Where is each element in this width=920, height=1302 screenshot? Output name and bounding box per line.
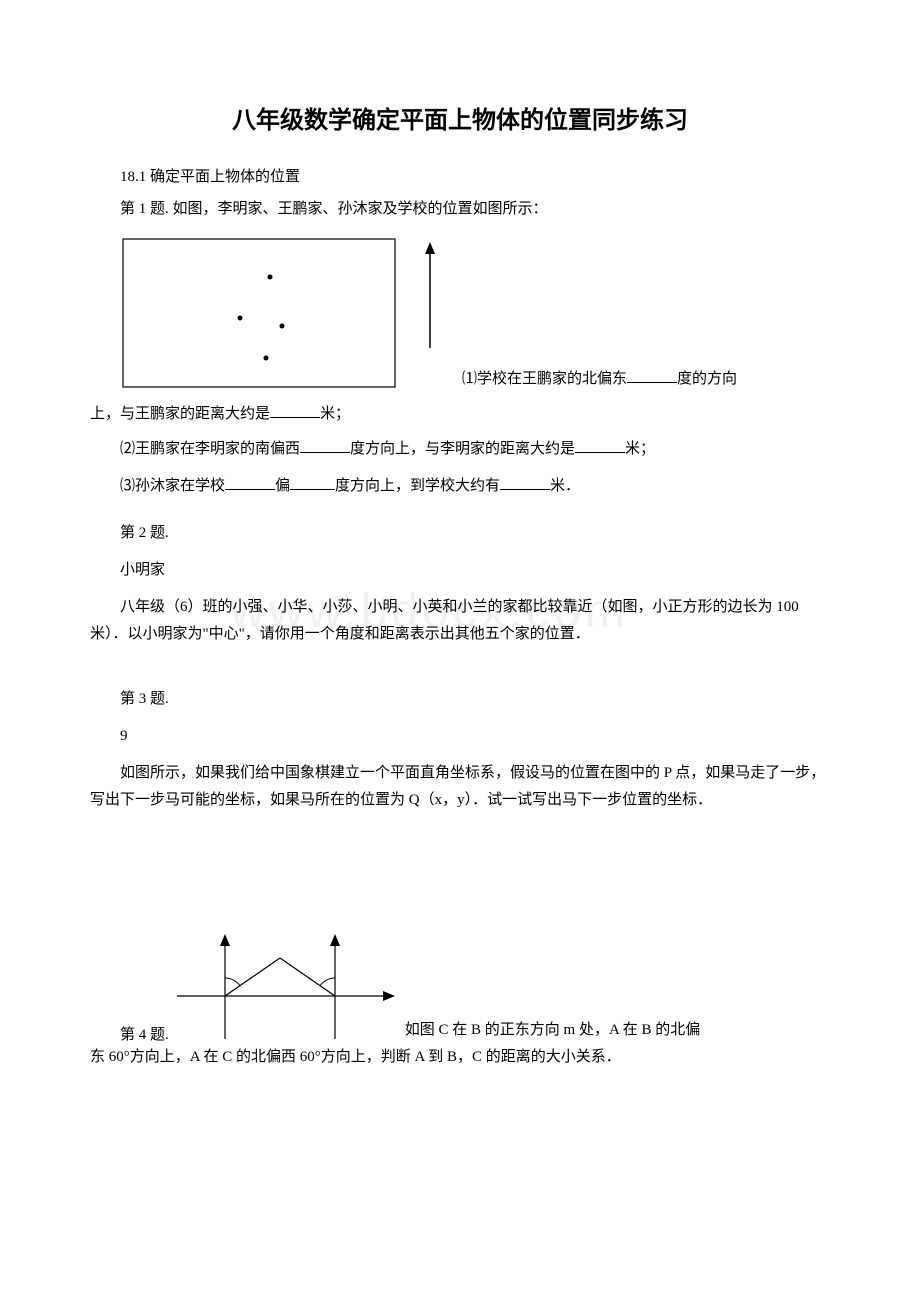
north-arrow-head xyxy=(425,242,435,254)
blank xyxy=(500,475,550,490)
q1-p3-c: 度方向上，到学校大约有 xyxy=(335,478,500,494)
q1-figure xyxy=(122,238,442,393)
dot-4 xyxy=(264,356,269,361)
question-4: 第 4 题. xyxy=(90,934,830,1071)
question-3: 第 3 题. 9 如图所示，如果我们给中国象棋建立一个平面直角坐标系，假设马的位… xyxy=(90,686,830,814)
q1-part3: ⑶孙沐家在学校 偏 度方向上，到学校大约有 米． xyxy=(90,473,830,500)
map-frame xyxy=(123,239,395,387)
q1-p3-d: 米． xyxy=(550,478,580,494)
q1-p2-c: 米； xyxy=(625,441,655,457)
q1-label: 第 1 题. 如图，李明家、王鹏家、孙沐家及学校的位置如图所示： xyxy=(90,196,830,223)
q1-p2-b: 度方向上，与李明家的距离大约是 xyxy=(350,441,575,457)
q2-line: 小明家 xyxy=(90,557,830,584)
dot-3 xyxy=(280,324,285,329)
blank xyxy=(300,438,350,453)
q1-p1-a: ⑴学校在王鹏家的北偏东 xyxy=(462,371,627,387)
blank xyxy=(270,403,320,418)
q1-part1-inline: ⑴学校在王鹏家的北偏东 度的方向 xyxy=(462,366,830,393)
question-2: 第 2 题. 小明家 www.bdocx.com 八年级（6）班的小强、小华、小… xyxy=(90,520,830,648)
q1-p3-b: 偏 xyxy=(275,478,290,494)
q1-p1c-b: 米； xyxy=(320,406,350,422)
section-subtitle: 18.1 确定平面上物体的位置 xyxy=(90,165,830,186)
question-1: 第 1 题. 如图，李明家、王鹏家、孙沐家及学校的位置如图所示： ⑴学校在王鹏家… xyxy=(90,196,830,500)
blank xyxy=(627,368,677,383)
page-title: 八年级数学确定平面上物体的位置同步练习 xyxy=(90,100,830,135)
q1-p1-b: 度的方向 xyxy=(677,371,737,387)
blank xyxy=(225,475,275,490)
q4-figure xyxy=(177,934,397,1044)
q3-nine: 9 xyxy=(90,723,830,750)
dot-1 xyxy=(268,275,273,280)
q3-body: 如图所示，如果我们给中国象棋建立一个平面直角坐标系，假设马的位置在图中的 P 点… xyxy=(90,760,830,814)
q1-part2: ⑵王鹏家在李明家的南偏西 度方向上，与李明家的距离大约是 米； xyxy=(90,436,830,463)
blank xyxy=(290,475,335,490)
q4-right: 如图 C 在 B 的正东方向 m 处，A 在 B 的北偏 xyxy=(405,1017,830,1044)
q4-label: 第 4 题. xyxy=(90,1023,169,1044)
q1-p1c-a: 上，与王鹏家的距离大约是 xyxy=(90,406,270,422)
q1-part1-cont: 上，与王鹏家的距离大约是 米； xyxy=(90,401,830,428)
q3-label: 第 3 题. xyxy=(90,686,830,713)
q4-cont: 东 60°方向上，A 在 C 的北偏西 60°方向上，判断 A 到 B，C 的距… xyxy=(90,1044,830,1071)
blank xyxy=(575,438,625,453)
q1-p3-a: ⑶孙沐家在学校 xyxy=(120,478,225,494)
q2-label: 第 2 题. xyxy=(90,520,830,547)
q2-body: 八年级（6）班的小强、小华、小莎、小明、小英和小兰的家都比较靠近（如图，小正方形… xyxy=(90,594,830,648)
dot-2 xyxy=(238,316,243,321)
q1-p2-a: ⑵王鹏家在李明家的南偏西 xyxy=(120,441,300,457)
